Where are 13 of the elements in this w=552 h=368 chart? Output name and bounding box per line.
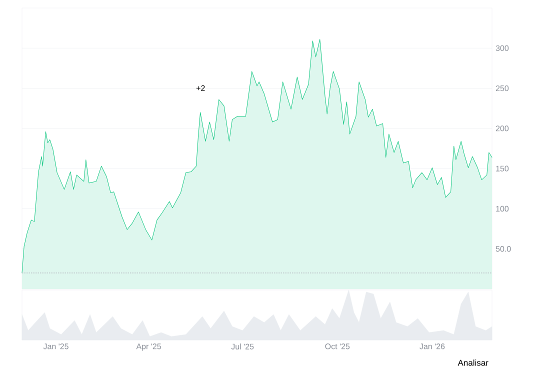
x-tick-label: Jan '26 [420,344,445,350]
y-tick-label: 100 [496,206,509,212]
y-tick-label: 200 [496,126,509,132]
y-tick-label: 300 [496,45,509,51]
y-tick-label: 50.0 [496,246,511,252]
x-tick-label: Oct '25 [325,344,350,350]
x-tick-label: Jan '25 [43,344,68,350]
y-tick-label: 250 [496,85,509,92]
y-tick-label: 150 [496,166,509,172]
x-tick-label: Apr '25 [136,344,161,351]
text: Analisar [458,360,488,366]
annotation: +2 [196,85,205,91]
x-tick-label: Jul '25 [231,344,254,350]
